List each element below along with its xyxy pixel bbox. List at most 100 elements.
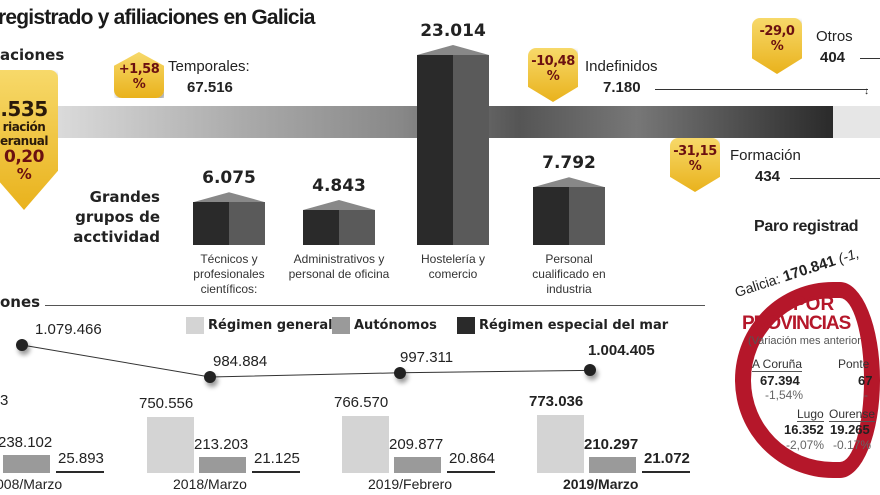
legend-swatch-general	[186, 317, 204, 334]
activity-title-line: grupos de	[75, 208, 160, 226]
activity-bar-label: Técnicos y profesionales científicos:	[193, 252, 265, 296]
line-point	[204, 370, 216, 383]
formacion-leader-line	[790, 178, 880, 179]
bar-label-general: 3	[0, 392, 9, 409]
total-pct: 0,20	[4, 147, 44, 167]
province-value: 67.394	[760, 373, 800, 388]
bar-label-general: 773.036	[529, 393, 584, 411]
bar-front	[193, 202, 229, 245]
bar-mar	[447, 471, 495, 473]
bar-front	[417, 55, 453, 245]
legend-general: Régimen general	[208, 318, 333, 333]
activity-bar	[417, 45, 489, 245]
bar-front	[303, 210, 339, 245]
legend-swatch-autonomos	[332, 317, 350, 334]
bar-side	[339, 210, 375, 245]
bar-top	[533, 177, 605, 188]
total-value: .535	[0, 97, 48, 121]
total-pct-sign: %	[16, 165, 32, 183]
bar-regimen-general	[342, 415, 389, 473]
category-label: 2018/Marzo	[173, 476, 247, 492]
bar-top	[417, 45, 489, 55]
province-value: 67	[858, 373, 873, 388]
total-label-1: riación	[2, 120, 46, 134]
bar-label-autonomos: 213.203	[194, 436, 249, 454]
line-point-label: 1.004.405	[588, 342, 655, 360]
province-value: 19.265	[830, 422, 870, 437]
province-pct: -2,07%	[786, 438, 825, 452]
category-label: 2019/Febrero	[368, 476, 453, 492]
activity-bar	[303, 200, 375, 245]
line-point	[394, 366, 406, 379]
bar-side	[229, 202, 265, 245]
province-pct: -1,54%	[765, 388, 804, 402]
activity-bar-value: 7.792	[542, 153, 596, 174]
activity-bar	[533, 177, 605, 245]
activity-title-line: Grandes	[89, 188, 160, 206]
legend-autonomos: Autónomos	[354, 318, 437, 333]
category-label: 2019/Marzo	[563, 476, 639, 492]
bar-top	[193, 192, 265, 203]
total-change-arrow-icon: .535 riación eranual 0,20 %	[0, 70, 58, 210]
line-point-label: 1.079.466	[35, 321, 102, 338]
temporales-pct-sign: %	[132, 77, 146, 92]
activity-bar-label: Hostelería y comercio	[420, 252, 486, 281]
provincias-label: PROVINCIAS	[742, 313, 851, 334]
bar-front	[533, 187, 569, 245]
indefinidos-value: 7.180	[603, 79, 641, 96]
bar-label-autonomos: 238.102	[0, 434, 53, 452]
formacion-value: 434	[755, 168, 781, 185]
bar-autonomos	[394, 457, 441, 473]
bar-label-mar: 21.072	[644, 450, 690, 467]
line-point-label: 997.311	[400, 348, 454, 366]
indefinidos-label: Indefinidos	[585, 58, 658, 75]
bar-label-autonomos: 210.297	[584, 436, 639, 454]
formacion-pct-sign: %	[688, 159, 702, 174]
section-divider	[45, 305, 705, 306]
province-name: Lugo	[797, 407, 824, 422]
otros-label: Otros	[816, 28, 853, 45]
bar-label-autonomos: 209.877	[389, 436, 444, 454]
line-point-label: 984.884	[213, 352, 268, 370]
activity-bar	[193, 192, 265, 245]
otros-pct: -29,0	[759, 24, 795, 39]
arrow-down-icon: ↓	[864, 86, 869, 97]
bar-side	[569, 187, 605, 245]
paro-title: Paro registrad	[754, 218, 859, 235]
formacion-pct: -31,15	[673, 144, 717, 159]
activity-groups-title: Grandes grupos de acctividad	[60, 187, 160, 247]
province-pct: -0.17%	[833, 438, 872, 452]
otros-value: 404	[820, 49, 846, 66]
temporales-label: Temporales:	[168, 58, 250, 75]
formacion-label: Formación	[730, 147, 801, 164]
bar-autonomos	[199, 457, 246, 473]
activity-bar-value: 6.075	[202, 168, 256, 189]
province-name: Ourense	[829, 407, 876, 422]
province-name: Ponte	[838, 357, 870, 371]
activity-title-line: acctividad	[73, 228, 160, 246]
contracts-bar-end	[833, 106, 880, 138]
temporales-value: 67.516	[187, 79, 233, 96]
bar-mar	[642, 471, 690, 473]
otros-pct-sign: %	[770, 39, 784, 54]
bar-top	[303, 200, 375, 210]
bar-label-general: 750.556	[139, 395, 194, 412]
por-label: POR	[793, 294, 835, 315]
province-pct: -	[864, 388, 868, 402]
bar-label-mar: 20.864	[449, 450, 495, 467]
legend-mar: Régimen especial del mar	[479, 318, 669, 333]
line-point	[584, 364, 596, 377]
bar-label-general: 766.570	[334, 393, 389, 411]
indefinidos-leader-line	[655, 89, 868, 90]
contracts-section-title: aciones	[0, 46, 65, 64]
bar-regimen-general	[537, 415, 584, 473]
bar-autonomos	[3, 455, 50, 473]
activity-bar-value: 4.843	[312, 176, 366, 196]
line-series	[21, 344, 591, 378]
provinces-subtitle: (Variación mes anterior	[748, 335, 861, 347]
afiliaciones-section-title: ones	[0, 293, 41, 311]
bar-mar	[56, 471, 104, 473]
legend-swatch-mar	[457, 317, 475, 334]
page-title: registrado y afiliaciones en Galicia	[0, 6, 315, 29]
indefinidos-pct-sign: %	[546, 69, 560, 84]
